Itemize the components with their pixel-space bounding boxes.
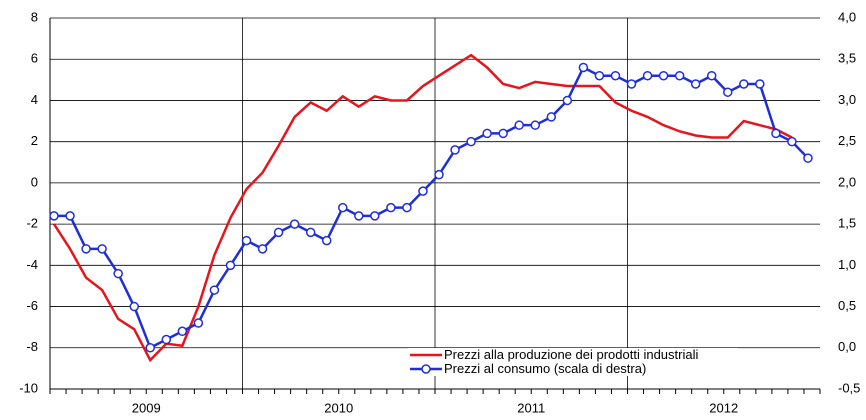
point xyxy=(305,227,316,238)
point xyxy=(241,235,252,246)
point xyxy=(49,211,59,221)
point xyxy=(610,70,621,81)
point xyxy=(530,120,541,130)
y-tick-label: -6 xyxy=(26,298,38,313)
y-tick-label: 2 xyxy=(31,133,38,148)
point xyxy=(482,128,492,139)
point xyxy=(209,285,220,295)
point xyxy=(161,334,172,345)
point xyxy=(97,244,107,254)
y-tick-label: 4 xyxy=(31,92,38,107)
point xyxy=(674,70,685,81)
point xyxy=(386,202,396,213)
point xyxy=(466,136,476,147)
point xyxy=(514,120,524,130)
point xyxy=(354,211,364,221)
point xyxy=(434,169,444,180)
x-group-label: 2012 xyxy=(709,400,738,415)
point xyxy=(578,62,589,73)
y-tick-label: 0 xyxy=(31,174,38,189)
y2-tick-label: 3,0 xyxy=(838,92,856,107)
point xyxy=(289,219,300,229)
point xyxy=(594,70,605,81)
point xyxy=(193,318,204,328)
y-tick-label: 8 xyxy=(31,9,38,24)
legend-label: Prezzi al consumo (scala di destra) xyxy=(444,361,647,376)
point xyxy=(803,153,813,163)
point xyxy=(562,95,573,106)
y-tick-label: -8 xyxy=(26,339,38,354)
point xyxy=(321,235,332,246)
point xyxy=(273,227,284,238)
point xyxy=(370,211,380,221)
point xyxy=(402,202,412,213)
point xyxy=(177,326,188,337)
point xyxy=(626,79,637,89)
legend-entry: Prezzi al consumo (scala di destra) xyxy=(408,362,738,376)
point xyxy=(338,202,348,213)
legend-entry: Prezzi alla produzione dei prodotti indu… xyxy=(408,348,738,362)
y-tick-label: -10 xyxy=(19,380,38,395)
point xyxy=(723,87,733,97)
point xyxy=(65,211,75,221)
point xyxy=(145,343,156,353)
legend-label: Prezzi alla produzione dei prodotti indu… xyxy=(444,347,699,362)
point xyxy=(257,244,268,254)
point xyxy=(739,79,749,89)
point xyxy=(642,70,653,81)
y2-tick-label: 1,0 xyxy=(838,257,856,272)
y2-tick-label: 4,0 xyxy=(838,9,856,24)
point xyxy=(450,145,460,155)
x-group-label: 2011 xyxy=(517,400,545,415)
y-tick-label: -2 xyxy=(26,216,38,231)
y2-tick-label: 2,0 xyxy=(838,174,856,189)
y-tick-label: 6 xyxy=(31,51,38,66)
y2-tick-label: -0,5 xyxy=(838,380,860,395)
x-group-label: 2009 xyxy=(132,400,161,415)
point xyxy=(755,79,765,89)
point xyxy=(498,128,508,139)
legend-swatch xyxy=(410,353,442,357)
point xyxy=(418,186,428,196)
legend: Prezzi alla produzione dei prodotti indu… xyxy=(408,348,738,376)
series-line xyxy=(54,65,809,350)
legend-marker xyxy=(421,364,431,374)
point xyxy=(771,128,781,139)
point xyxy=(706,70,717,81)
y2-tick-label: 0,0 xyxy=(838,339,856,354)
series-line xyxy=(52,53,793,363)
point xyxy=(81,244,91,254)
x-group-label: 2010 xyxy=(324,400,353,415)
point xyxy=(113,268,123,279)
point xyxy=(546,112,557,122)
point xyxy=(690,79,701,89)
point xyxy=(787,136,797,147)
point xyxy=(658,70,669,81)
y2-tick-label: 3,5 xyxy=(838,51,856,66)
y2-tick-label: 2,5 xyxy=(838,133,856,148)
y2-tick-label: 1,5 xyxy=(838,216,856,231)
point xyxy=(225,260,236,271)
y-tick-label: -4 xyxy=(26,257,38,272)
legend-swatch xyxy=(410,364,442,374)
y2-tick-label: 0,5 xyxy=(838,298,856,313)
point xyxy=(129,301,139,312)
